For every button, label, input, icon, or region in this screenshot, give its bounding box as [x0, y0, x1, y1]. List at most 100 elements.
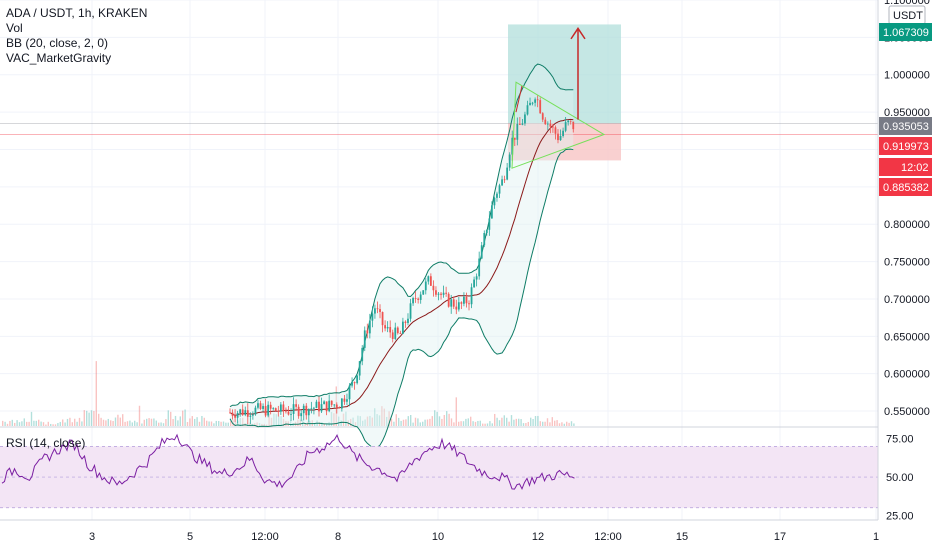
indicator-market-gravity[interactable]: VAC_MarketGravity: [6, 51, 112, 65]
volume-bar: [69, 417, 71, 426]
volume-bar: [340, 420, 342, 426]
volume-bar: [513, 419, 515, 426]
volume-bar: [254, 423, 256, 426]
volume-bar: [527, 421, 529, 426]
volume-bar: [467, 418, 469, 426]
candle-body: [246, 410, 249, 417]
candle-body: [536, 99, 539, 101]
time-axis[interactable]: 3 5 12:00 8 10 12 12:00 15 17 1: [0, 519, 879, 543]
drawings[interactable]: [511, 27, 606, 169]
candle-body: [391, 332, 394, 339]
volume-bar: [282, 418, 285, 426]
symbol-title[interactable]: ADA / USDT, 1h, KRAKEN: [6, 6, 148, 20]
volume-bar: [230, 420, 232, 426]
time-tick-label: 12: [532, 531, 544, 543]
volume-bar: [76, 421, 78, 426]
volume-bar: [50, 423, 52, 426]
price-tick-label: 0.950000: [884, 107, 930, 119]
volume-bar: [191, 416, 193, 426]
candle-body: [269, 404, 272, 409]
volume-bar: [388, 411, 390, 426]
price-tick-label: 1.100000: [884, 0, 930, 7]
candle-body: [259, 403, 262, 409]
volume-bar: [4, 421, 6, 426]
candle-body: [468, 303, 470, 305]
volume-bar: [117, 414, 119, 426]
candle-body: [437, 293, 440, 295]
volume-bar: [465, 418, 467, 426]
candle-body: [417, 298, 420, 300]
candle-body: [320, 404, 323, 412]
indicator-bb[interactable]: BB (20, close, 2, 0): [6, 36, 109, 50]
volume-bar: [460, 421, 462, 426]
volume-bar: [354, 422, 357, 426]
volume-bar: [170, 411, 172, 426]
volume-bar: [57, 423, 59, 426]
price-tag: [879, 158, 932, 176]
volume-bar: [570, 421, 573, 426]
volume-bar: [479, 420, 481, 426]
candle-body: [447, 293, 450, 307]
volume-bar: [443, 414, 445, 426]
candle-body: [396, 327, 399, 334]
candle-body: [389, 327, 392, 333]
volume-bar: [194, 418, 196, 426]
time-tick-label: 8: [335, 531, 341, 543]
candle-body: [401, 321, 404, 334]
volume-bar: [362, 420, 364, 426]
volume-bar: [544, 421, 546, 426]
time-tick-label: 10: [432, 531, 444, 543]
price-tick-label: 0.750000: [884, 257, 930, 269]
candle-body: [371, 313, 374, 321]
volume-bar: [522, 423, 525, 426]
volume-bar: [246, 423, 249, 426]
candle-body: [315, 401, 318, 408]
candle-body: [335, 404, 338, 408]
volume-bar: [86, 410, 88, 426]
candle-body: [386, 327, 389, 329]
candle-body: [564, 122, 567, 131]
volume-bar: [530, 417, 532, 426]
volume-bar: [393, 421, 395, 426]
candle-body: [305, 405, 308, 416]
price-axis[interactable]: 1.1000001.0500001.0000000.9500000.900000…: [877, 0, 932, 550]
price-tag-label: 1.067309: [883, 27, 929, 39]
volume-bar: [566, 421, 568, 426]
candle-body: [409, 303, 412, 319]
volume-bar: [376, 414, 378, 426]
indicator-rsi[interactable]: RSI (14, close): [6, 436, 86, 450]
candle-body: [295, 404, 298, 407]
candle-body: [290, 413, 292, 415]
volume-bar: [150, 418, 153, 426]
candle-body: [419, 294, 422, 300]
candle-body: [478, 258, 481, 277]
volume-bar: [38, 419, 40, 426]
candle-body: [241, 409, 244, 415]
volume-bar: [436, 411, 438, 426]
volume-bar: [136, 422, 138, 426]
volume-bar: [366, 416, 369, 426]
indicator-vol[interactable]: Vol: [6, 21, 23, 35]
candlesticks[interactable]: [229, 95, 575, 425]
candle-body: [498, 185, 501, 194]
volume-bar: [122, 414, 124, 426]
volume-bar: [105, 420, 107, 426]
volume-bar: [438, 416, 441, 426]
small-arrow: [515, 85, 523, 113]
candle-body: [490, 205, 493, 219]
currency-label: USDT: [893, 10, 923, 22]
volume-bar: [131, 422, 133, 426]
candle-body: [552, 126, 554, 128]
volume-bar: [383, 408, 385, 426]
volume-bar: [119, 417, 121, 426]
time-tick-label: 5: [187, 531, 193, 543]
legend: ADA / USDT, 1h, KRAKEN Vol BB (20, close…: [6, 6, 147, 66]
candle-body: [330, 400, 333, 405]
volume-bar: [431, 416, 433, 426]
candle-body: [374, 308, 376, 314]
volume-bar: [304, 423, 306, 426]
candle-body: [274, 408, 277, 412]
volume-bar: [429, 418, 431, 426]
price-tick-label: 0.650000: [884, 331, 930, 343]
